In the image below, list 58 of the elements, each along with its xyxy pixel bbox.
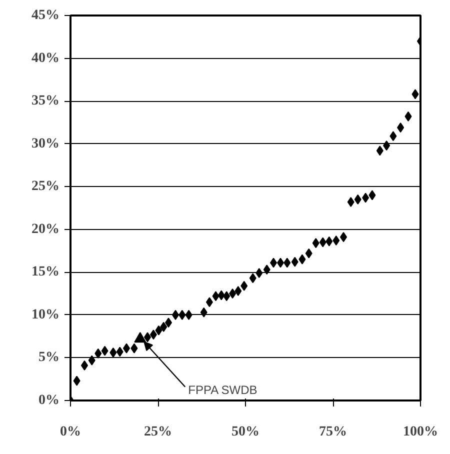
point <box>284 258 291 268</box>
point <box>347 197 354 208</box>
point <box>249 273 256 284</box>
x-tick-label: 50% <box>232 424 260 440</box>
point <box>305 248 312 258</box>
point <box>130 343 138 354</box>
point <box>263 264 270 275</box>
point <box>390 131 397 142</box>
point <box>185 310 192 320</box>
point <box>234 286 242 296</box>
x-tick-label: 75% <box>319 424 347 440</box>
point <box>332 236 340 246</box>
point <box>354 194 362 204</box>
x-tick-label: 0% <box>60 424 81 440</box>
point <box>116 346 124 357</box>
y-tick-label: 25% <box>32 179 60 194</box>
point <box>319 237 326 248</box>
point <box>229 288 236 299</box>
point <box>376 146 384 156</box>
x-tick-label: 25% <box>144 424 172 440</box>
point <box>178 310 186 320</box>
point <box>397 122 404 133</box>
point <box>212 291 220 302</box>
point <box>160 322 168 332</box>
y-tick-label: 30% <box>32 136 60 152</box>
point <box>88 355 96 366</box>
point <box>218 290 225 300</box>
point <box>368 190 376 200</box>
point <box>155 325 162 336</box>
point <box>298 254 306 264</box>
y-tick-label: 45% <box>32 8 60 23</box>
point <box>412 89 419 100</box>
point <box>362 192 370 203</box>
point <box>134 332 146 343</box>
point <box>326 236 333 246</box>
point <box>223 291 230 302</box>
point <box>73 376 80 386</box>
y-tick-label: 35% <box>32 94 60 109</box>
y-tick-label: 40% <box>32 50 60 66</box>
point <box>404 111 412 122</box>
point <box>200 307 208 318</box>
y-tick-label: 15% <box>32 264 60 280</box>
point <box>256 268 263 278</box>
annotation: FPPA SWDB <box>188 382 258 397</box>
point <box>150 330 157 340</box>
y-tick-label: 0% <box>38 393 60 408</box>
y-tick-label: 5% <box>38 350 60 366</box>
y-tick-label: 20% <box>32 222 60 237</box>
point <box>110 348 117 358</box>
point <box>94 348 102 358</box>
x-tick-label: 100% <box>403 424 438 440</box>
point <box>240 280 248 291</box>
point <box>312 238 320 248</box>
y-tick-label: 10% <box>32 307 60 322</box>
point <box>206 297 213 308</box>
point <box>101 346 108 356</box>
point <box>383 140 390 151</box>
point <box>291 256 298 267</box>
